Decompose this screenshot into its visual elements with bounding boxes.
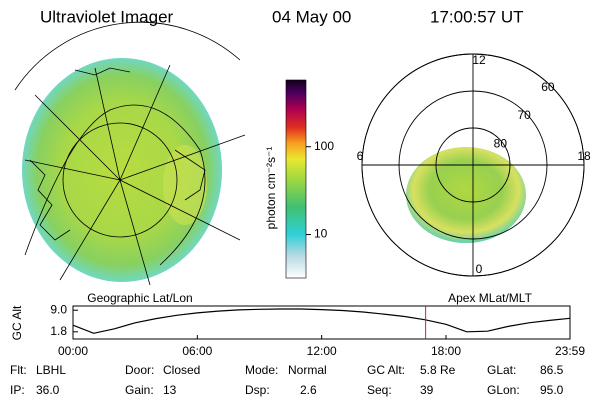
field-value: LBHL	[36, 363, 66, 377]
y-tick-label: 9.0	[50, 302, 67, 316]
x-tick-label: 18:00	[431, 344, 461, 358]
field-value: Normal	[288, 363, 327, 377]
orbit-timeline: 9.0 1.8 GC Alt 00:00 06:00 12:00 18:00 23:59	[10, 302, 585, 358]
field-label: GC Alt:	[367, 363, 405, 377]
field-value: 95.0	[540, 383, 564, 397]
title: Ultraviolet Imager	[40, 7, 174, 26]
field-value: 13	[163, 383, 177, 397]
field-label: Mode:	[245, 363, 278, 377]
y-tick-label: 1.8	[50, 324, 67, 338]
timeline-frame	[72, 305, 571, 340]
imager-map: Geographic Lat/Lon	[14, 21, 246, 305]
field-value: 2.6	[300, 383, 317, 397]
x-tick-label: 23:59	[555, 344, 585, 358]
mlt-label: 18	[577, 149, 591, 163]
field-value: 86.5	[540, 363, 564, 377]
status-panel: Flt: LBHL Door: Closed Mode: Normal GC Alt: 5.8…	[10, 363, 564, 397]
field-label: Dsp:	[245, 383, 270, 397]
date: 04 May 00	[272, 7, 351, 26]
colorbar-label: photon cm⁻²s⁻¹	[264, 147, 278, 230]
field-label: Gain:	[125, 383, 154, 397]
colorbar-scale	[286, 80, 306, 278]
lat-label: 60	[541, 80, 555, 94]
mlt-label: 12	[472, 53, 486, 67]
graticule	[14, 21, 246, 286]
colorbar-tick-label: 10	[314, 227, 328, 241]
y-axis-label: GC Alt	[10, 305, 24, 340]
mlt-label: 6	[357, 149, 364, 163]
polar-label: Apex MLat/MLT	[448, 291, 532, 305]
emission-patch	[163, 145, 207, 225]
field-label: GLon:	[487, 383, 520, 397]
field-label: Door:	[125, 363, 154, 377]
colorbar-tick-label: 100	[314, 139, 334, 153]
field-label: IP:	[10, 383, 25, 397]
x-tick-label: 06:00	[182, 344, 212, 358]
mlt-label: 0	[476, 262, 483, 276]
x-tick-label: 12:00	[307, 344, 337, 358]
colorbar-frame	[285, 79, 307, 279]
auroral-oval-image	[406, 147, 526, 243]
time: 17:00:57 UT	[430, 7, 524, 26]
altitude-curve	[72, 308, 571, 334]
auroral-image	[22, 58, 222, 282]
colorbar: 10 100 photon cm⁻²s⁻¹	[264, 79, 334, 279]
lat-label: 80	[494, 136, 508, 150]
field-value: Closed	[163, 363, 200, 377]
field-label: GLat:	[487, 363, 516, 377]
x-tick-label: 00:00	[58, 344, 88, 358]
field-value: 39	[420, 383, 434, 397]
lat-label: 70	[517, 108, 531, 122]
field-value: 5.8 Re	[420, 363, 456, 377]
map-label: Geographic Lat/Lon	[87, 291, 192, 305]
field-label: Flt:	[10, 363, 27, 377]
field-label: Seq:	[367, 383, 392, 397]
field-value: 36.0	[36, 383, 60, 397]
